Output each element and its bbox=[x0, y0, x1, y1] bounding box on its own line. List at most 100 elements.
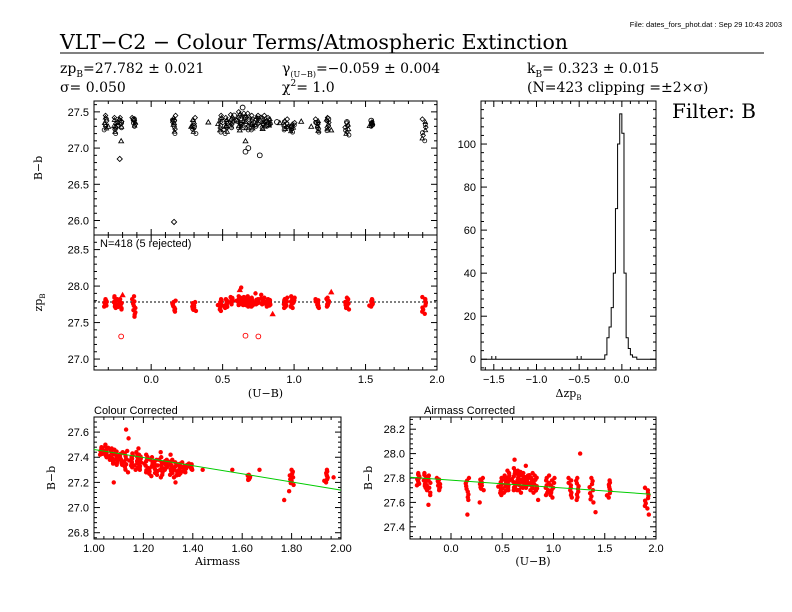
y-tick-label: 28.0 bbox=[384, 449, 405, 461]
x-axis-label-text: Δzp bbox=[556, 387, 577, 400]
data-point bbox=[308, 123, 315, 129]
y-tick-label: 27.4 bbox=[68, 452, 89, 464]
data-point bbox=[516, 480, 521, 485]
x-axis-label-text: (U−B) bbox=[248, 387, 283, 400]
y-tick-label: 40 bbox=[464, 268, 476, 280]
data-point bbox=[168, 452, 173, 457]
data-point bbox=[125, 448, 130, 454]
data-point bbox=[591, 500, 596, 505]
x-tick-label: 1.5 bbox=[597, 543, 612, 555]
data-point bbox=[369, 297, 375, 302]
data-point bbox=[521, 470, 526, 476]
y-tick-label: 100 bbox=[458, 139, 476, 151]
data-point bbox=[191, 120, 197, 127]
data-point bbox=[416, 470, 421, 476]
data-point bbox=[117, 137, 125, 144]
data-point bbox=[188, 123, 195, 129]
data-point bbox=[205, 118, 212, 125]
data-point bbox=[328, 288, 335, 295]
data-point bbox=[214, 121, 221, 127]
y-axis-label-text: zp bbox=[32, 299, 45, 312]
data-point bbox=[292, 295, 297, 300]
data-point bbox=[284, 116, 291, 122]
data-point bbox=[130, 117, 136, 123]
data-point bbox=[223, 297, 229, 302]
data-point bbox=[607, 478, 612, 483]
x-tick-label: 1.0 bbox=[286, 374, 301, 386]
panel-airmass-corrected: 0.0 0.5 1.0 1.5 2.0 27.4 27.6 27.8 28.0 28.2 B−b (U… bbox=[362, 405, 664, 568]
data-point bbox=[242, 148, 249, 155]
data-point bbox=[255, 333, 262, 340]
data-point bbox=[465, 512, 470, 517]
data-point bbox=[426, 502, 431, 508]
data-point bbox=[331, 475, 336, 480]
data-point bbox=[200, 467, 205, 473]
data-point bbox=[587, 484, 592, 490]
data-point bbox=[236, 126, 243, 133]
data-point bbox=[422, 127, 429, 133]
data-point bbox=[325, 119, 332, 126]
data-point bbox=[259, 125, 266, 131]
data-point bbox=[646, 512, 652, 517]
data-point bbox=[105, 123, 112, 129]
data-point bbox=[131, 116, 137, 122]
data-point bbox=[170, 218, 178, 226]
data-point bbox=[172, 124, 177, 130]
data-point bbox=[228, 294, 233, 300]
data-point bbox=[230, 467, 235, 473]
y-tick-label: 28.5 bbox=[68, 245, 89, 257]
data-point bbox=[103, 297, 108, 302]
data-point bbox=[286, 489, 292, 494]
data-point bbox=[527, 473, 532, 478]
data-point bbox=[313, 297, 318, 302]
x-axis-label: ΔzpB bbox=[556, 387, 582, 402]
data-point bbox=[136, 446, 141, 451]
data-point bbox=[285, 295, 290, 300]
data-point bbox=[155, 463, 160, 468]
data-point bbox=[255, 115, 261, 121]
data-point bbox=[368, 117, 375, 124]
data-point bbox=[260, 117, 267, 123]
data-point bbox=[291, 119, 298, 126]
data-point bbox=[345, 126, 352, 132]
y-tick-label: 27.6 bbox=[384, 497, 405, 509]
data-point bbox=[225, 119, 232, 126]
data-point bbox=[170, 457, 175, 462]
data-point bbox=[119, 291, 126, 298]
data-point bbox=[131, 294, 137, 299]
data-point bbox=[289, 467, 294, 473]
gamma-symbol: γ bbox=[282, 61, 290, 77]
y-tick-label: 27.2 bbox=[68, 477, 89, 489]
data-point bbox=[512, 457, 517, 462]
data-point bbox=[424, 483, 429, 488]
data-point bbox=[158, 450, 163, 455]
k-symbol: k bbox=[527, 61, 536, 77]
plot-frame bbox=[480, 100, 657, 371]
data-point bbox=[111, 480, 116, 485]
y-axis-label: B−b bbox=[362, 466, 375, 490]
data-point bbox=[422, 138, 428, 144]
data-point bbox=[112, 123, 119, 129]
page-title: VLT−C2 − Colour Terms/Atmospheric Extinc… bbox=[59, 30, 568, 54]
data-point bbox=[117, 297, 123, 302]
data-point bbox=[575, 475, 580, 481]
data-point bbox=[242, 118, 249, 124]
x-tick-label: 2.0 bbox=[648, 543, 663, 555]
data-point bbox=[172, 112, 179, 119]
x-tick-label: 0.0 bbox=[614, 374, 629, 386]
data-point bbox=[420, 130, 425, 136]
data-point bbox=[219, 119, 226, 125]
y-tick-label: 27.8 bbox=[384, 473, 405, 485]
x-axis-label: Airmass bbox=[194, 555, 240, 568]
x-tick-label: −1.5 bbox=[483, 374, 505, 386]
data-point bbox=[116, 155, 123, 163]
data-point bbox=[222, 123, 229, 129]
data-point bbox=[99, 444, 104, 450]
data-point bbox=[170, 117, 178, 124]
y-tick-label: 20 bbox=[464, 311, 476, 323]
x-tick-label: 0.0 bbox=[443, 543, 458, 555]
panel-colour-corrected: 1.00 1.20 1.40 1.60 1.80 2.00 26.8 27.0 27.2 27.4… bbox=[45, 405, 352, 568]
data-point bbox=[243, 125, 250, 131]
data-point bbox=[244, 110, 251, 117]
